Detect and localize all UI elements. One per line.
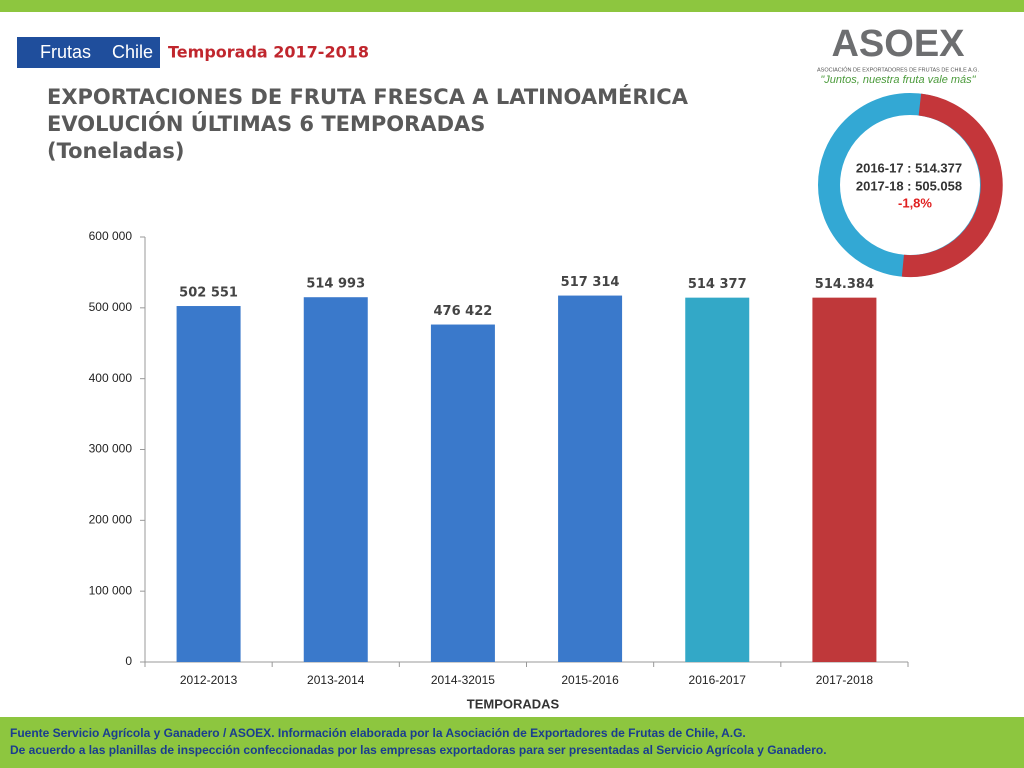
title: EXPORTACIONES DE FRUTA FRESCA A LATINOAM…	[47, 84, 689, 109]
logo-text: Frutas	[40, 42, 91, 62]
x-tick-label: 2016-2017	[689, 673, 747, 687]
y-tick-label: 600 000	[89, 229, 133, 243]
summary-change: -1,8%	[898, 195, 932, 210]
donut-arc	[901, 93, 1003, 278]
bar	[430, 324, 495, 662]
bar	[558, 295, 623, 662]
bar	[812, 297, 877, 662]
bar	[303, 297, 368, 662]
footer-band	[0, 717, 1024, 768]
y-tick-label: 400 000	[89, 371, 133, 385]
bar	[685, 297, 750, 662]
y-tick-label: 500 000	[89, 300, 133, 314]
y-tick-label: 100 000	[89, 583, 133, 597]
y-tick-label: 300 000	[89, 442, 133, 456]
tagline: "Juntos, nuestra fruta vale más"	[820, 74, 976, 86]
x-tick-label: 2015-2016	[561, 673, 619, 687]
logo-box	[17, 37, 160, 68]
x-axis-label: TEMPORADAS	[467, 696, 560, 711]
title: EVOLUCIÓN ÚLTIMAS 6 TEMPORADAS	[47, 111, 485, 136]
footer-text: Fuente Servicio Agrícola y Ganadero / AS…	[10, 726, 746, 740]
value-label: 514 377	[688, 277, 747, 292]
value-label: 517 314	[561, 275, 620, 290]
footer-text: De acuerdo a las planillas de inspección…	[10, 743, 827, 757]
logo-text: Chile	[112, 42, 153, 62]
y-tick-label: 0	[125, 654, 132, 668]
x-tick-label: 2014-32015	[431, 673, 495, 687]
x-tick-label: 2013-2014	[307, 673, 365, 687]
bar	[176, 306, 241, 662]
asoex-subtitle: ASOCIACIÓN DE EXPORTADORES DE FRUTAS DE …	[817, 66, 979, 73]
value-label: 514 993	[306, 277, 365, 292]
title: (Toneladas)	[47, 139, 184, 163]
summary-line: 2016-17 : 514.377	[856, 160, 962, 175]
value-label: 476 422	[434, 304, 493, 319]
x-tick-label: 2017-2018	[816, 673, 874, 687]
asoex-logo: ASOEX	[831, 23, 965, 65]
value-label: 502 551	[179, 286, 238, 301]
x-tick-label: 2012-2013	[180, 673, 238, 687]
y-tick-label: 200 000	[89, 513, 133, 527]
summary-line: 2017-18 : 505.058	[856, 178, 962, 193]
top-band	[0, 0, 1024, 12]
value-label: 514.384	[815, 277, 874, 292]
season: Temporada 2017-2018	[168, 43, 369, 62]
